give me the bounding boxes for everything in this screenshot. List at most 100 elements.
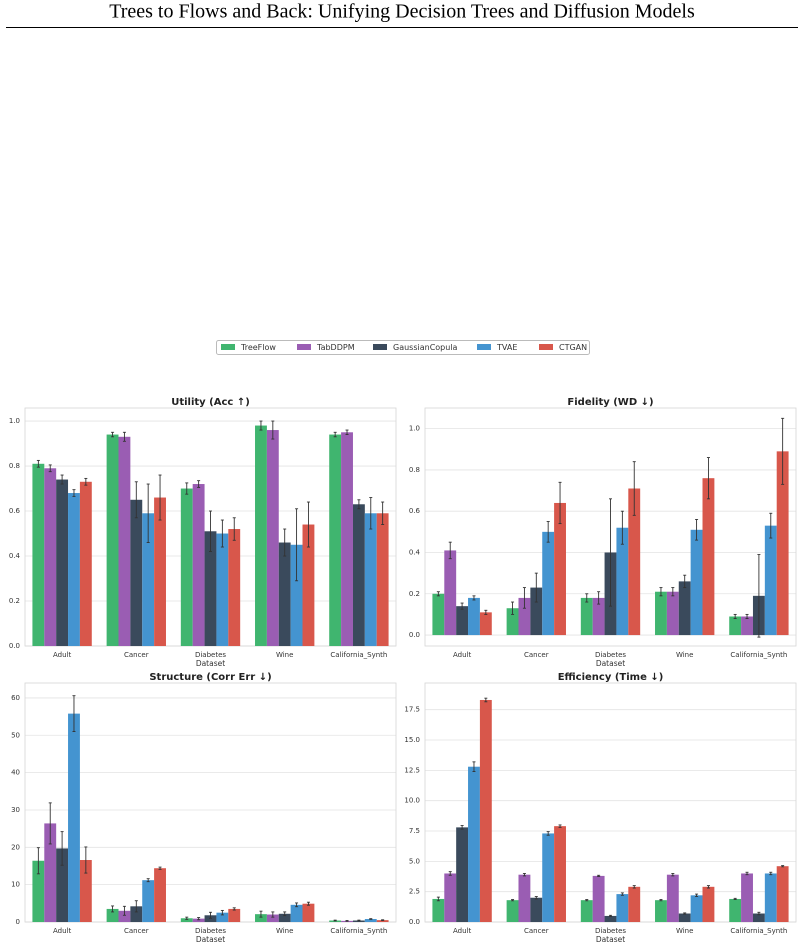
bar: [228, 908, 241, 922]
bar: [130, 499, 143, 646]
bar: [554, 502, 566, 636]
bar: [741, 616, 753, 636]
bar: [542, 833, 555, 922]
bar: [542, 531, 555, 636]
bar: [142, 513, 155, 646]
x-axis-label: Dataset: [196, 659, 225, 668]
bar: [68, 493, 80, 646]
bar: [702, 478, 715, 636]
x-tick-label: California_Synth: [330, 927, 387, 935]
x-tick-label: Wine: [676, 651, 693, 659]
bar: [729, 616, 742, 636]
x-tick-label: Diabetes: [195, 651, 226, 659]
x-tick-label: Wine: [676, 927, 693, 935]
bar: [479, 699, 492, 922]
bar: [530, 587, 543, 636]
bar: [255, 914, 267, 922]
bar: [266, 914, 279, 922]
bar: [432, 593, 445, 636]
y-tick-label: 1.0: [409, 425, 420, 433]
y-tick-label: 30: [11, 806, 20, 814]
x-tick-label: Cancer: [524, 651, 549, 659]
bar: [56, 848, 69, 922]
bar: [666, 591, 679, 636]
y-tick-label: 0.4: [409, 548, 421, 556]
legend-swatch: [221, 344, 235, 350]
legend-swatch: [539, 344, 553, 350]
bar: [456, 606, 469, 636]
bar: [32, 860, 45, 922]
bar: [302, 903, 315, 922]
chart-title: Fidelity (WD ↓): [567, 397, 653, 408]
y-tick-label: 15.0: [404, 736, 420, 744]
y-tick-label: 0.0: [409, 631, 420, 639]
x-axis-label: Dataset: [596, 659, 625, 668]
paper-header: Trees to Flows and Back: Unifying Decisi…: [109, 1, 695, 23]
x-tick-label: Adult: [453, 927, 471, 935]
bar: [616, 527, 629, 636]
bar: [79, 860, 92, 922]
bar: [444, 873, 457, 922]
y-tick-label: 7.5: [409, 827, 420, 835]
bar: [376, 920, 389, 922]
bar: [302, 524, 315, 646]
bar: [741, 873, 753, 922]
y-tick-label: 60: [11, 694, 20, 702]
bar: [655, 900, 667, 922]
bar: [776, 451, 789, 636]
bar: [616, 894, 629, 922]
x-tick-label: California_Synth: [330, 651, 387, 659]
bar: [702, 886, 715, 922]
bar: [44, 468, 57, 646]
bar: [329, 434, 342, 646]
bar: [228, 529, 241, 646]
legend-label: TVAE: [496, 343, 517, 352]
y-tick-label: 0.2: [409, 590, 420, 598]
bar: [118, 436, 131, 646]
bar: [764, 525, 777, 636]
bar: [341, 432, 353, 646]
y-tick-label: 2.5: [409, 888, 420, 896]
bar: [580, 597, 593, 636]
bar: [432, 898, 445, 922]
y-tick-label: 0.4: [9, 552, 21, 560]
bar: [479, 612, 492, 636]
bar: [106, 434, 119, 646]
x-tick-label: Diabetes: [195, 927, 226, 935]
bar: [604, 915, 617, 922]
bar: [729, 898, 742, 922]
bar: [592, 597, 605, 636]
chart-title: Structure (Corr Err ↓): [149, 672, 271, 683]
bar: [752, 913, 765, 922]
bar: [255, 425, 267, 646]
chart-title: Efficiency (Time ↓): [558, 672, 664, 683]
bar: [44, 823, 57, 922]
bar: [764, 873, 777, 922]
plot-frame: [424, 407, 797, 647]
legend-label: CTGAN: [559, 343, 587, 352]
y-tick-label: 10.0: [404, 797, 420, 805]
chart-title: Utility (Acc ↑): [171, 397, 250, 408]
x-tick-label: California_Synth: [730, 651, 787, 659]
y-tick-label: 10: [11, 881, 20, 889]
bar: [506, 608, 519, 636]
bar: [518, 597, 531, 636]
legend-swatch: [373, 344, 387, 350]
y-tick-label: 0.0: [9, 642, 20, 650]
y-tick-label: 0.8: [9, 462, 20, 470]
bar: [266, 430, 279, 646]
bar: [192, 484, 205, 646]
x-tick-label: Diabetes: [595, 651, 626, 659]
bar: [56, 479, 69, 646]
x-tick-label: Cancer: [524, 927, 549, 935]
bar: [518, 874, 531, 922]
bar: [278, 913, 291, 922]
bar: [68, 713, 80, 922]
x-tick-label: Wine: [276, 927, 293, 935]
y-tick-label: 50: [11, 731, 20, 739]
bar: [204, 531, 217, 646]
bar: [678, 913, 691, 922]
bar: [655, 591, 667, 636]
bar: [456, 827, 469, 922]
